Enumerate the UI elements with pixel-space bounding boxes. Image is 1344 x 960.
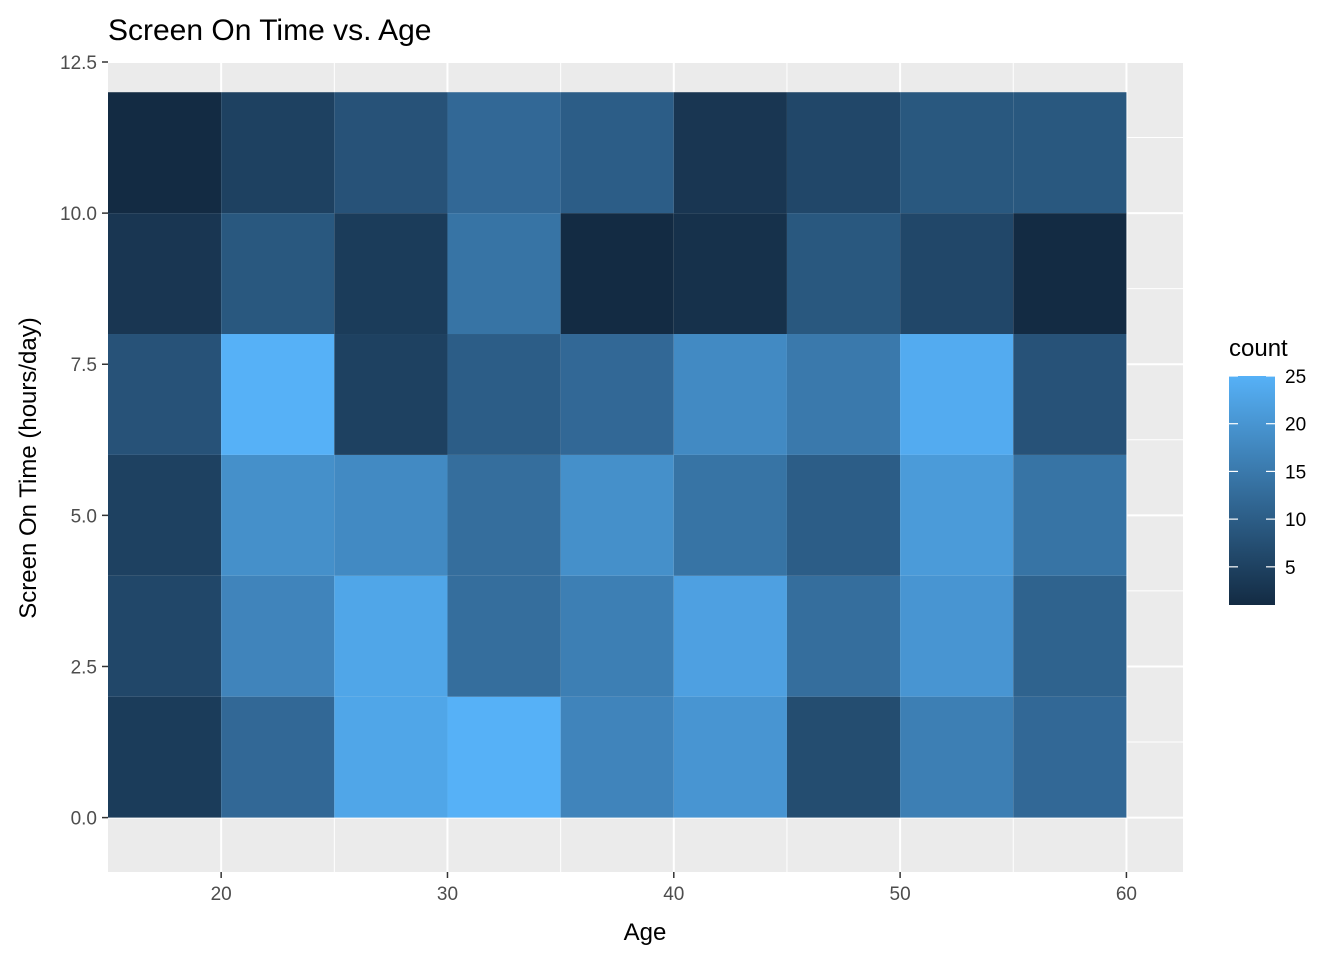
heatmap-tile (447, 696, 561, 818)
y-tick-label: 2.5 (71, 657, 97, 678)
heatmap-tile (673, 213, 787, 335)
legend-tick-label: 15 (1285, 462, 1306, 483)
heatmap-tile (221, 454, 335, 576)
heatmap-tile (1013, 92, 1127, 214)
heatmap-tile (900, 213, 1014, 335)
heatmap-tile (334, 454, 448, 576)
heatmap-tile (334, 696, 448, 818)
heatmap-tile (447, 213, 561, 335)
heatmap-tile (447, 454, 561, 576)
heatmap-tiles (108, 92, 1127, 818)
color-legend: count 5 10 15 20 25 (1229, 335, 1306, 605)
chart-title: Screen On Time vs. Age (108, 14, 431, 47)
heatmap-tile (108, 334, 222, 455)
heatmap-tile (900, 696, 1014, 818)
heatmap-tile (221, 575, 335, 697)
heatmap-tile (1013, 334, 1127, 455)
heatmap-tile (108, 213, 222, 335)
heatmap-tile (334, 334, 448, 455)
heatmap-tile (108, 454, 222, 576)
y-tick-label: 0.0 (71, 809, 97, 830)
heatmap-tile (900, 575, 1014, 697)
heatmap-tile (900, 334, 1014, 455)
heatmap-tile (1013, 575, 1127, 697)
legend-colorbar (1229, 376, 1275, 605)
heatmap-tile (108, 696, 222, 818)
y-tick-label: 7.5 (71, 355, 97, 376)
heatmap-tile (221, 213, 335, 335)
heatmap-tile (786, 575, 901, 697)
heatmap-tile (221, 92, 335, 214)
heatmap-tile (334, 575, 448, 697)
y-tick-label: 5.0 (71, 506, 97, 527)
heatmap-tile (560, 696, 674, 818)
heatmap-tile (108, 575, 222, 697)
heatmap-tile (447, 92, 561, 214)
legend-tick-label: 10 (1285, 510, 1306, 531)
legend-tick-label: 5 (1285, 558, 1296, 579)
heatmap-tile (786, 696, 901, 818)
x-tick-label: 60 (1116, 884, 1137, 905)
heatmap-tile (108, 92, 222, 214)
heatmap-tile (786, 454, 901, 576)
heatmap-tile (447, 575, 561, 697)
legend-ticks: 5 10 15 20 25 (1229, 367, 1306, 579)
y-tick-label: 10.0 (60, 204, 97, 225)
heatmap-tile (673, 92, 787, 214)
heatmap-tile (673, 575, 787, 697)
y-axis-title: Screen On Time (hours/day) (15, 317, 42, 618)
heatmap-tile (560, 334, 674, 455)
heatmap-tile (786, 334, 901, 455)
heatmap-tile (786, 213, 901, 335)
x-tick-label: 50 (890, 884, 911, 905)
heatmap-tile (1013, 454, 1127, 576)
heatmap-tile (1013, 696, 1127, 818)
legend-title: count (1229, 335, 1288, 362)
heatmap-tile (447, 334, 561, 455)
heatmap-tile (673, 334, 787, 455)
heatmap-tile (1013, 213, 1127, 335)
heatmap-tile (900, 454, 1014, 576)
legend-tick-label: 25 (1285, 367, 1306, 388)
heatmap-tile (221, 334, 335, 455)
x-tick-label: 40 (663, 884, 684, 905)
heatmap-tile (786, 92, 901, 214)
y-axis: 0.0 2.5 5.0 7.5 10.0 12.5 (60, 53, 108, 830)
x-axis: 20 30 40 50 60 (211, 872, 1137, 905)
heatmap-tile (560, 575, 674, 697)
x-tick-label: 30 (437, 884, 458, 905)
legend-tick-label: 20 (1285, 415, 1306, 436)
heatmap-tile (673, 696, 787, 818)
heatmap-tile (900, 92, 1014, 214)
heatmap-tile (673, 454, 787, 576)
heatmap-tile (560, 213, 674, 335)
x-axis-title: Age (624, 919, 667, 946)
heatmap-tile (560, 92, 674, 214)
heatmap-tile (334, 92, 448, 214)
heatmap-tile (560, 454, 674, 576)
heatmap-tile (334, 213, 448, 335)
y-tick-label: 12.5 (60, 53, 97, 74)
heatmap-tile (221, 696, 335, 818)
x-tick-label: 20 (211, 884, 232, 905)
